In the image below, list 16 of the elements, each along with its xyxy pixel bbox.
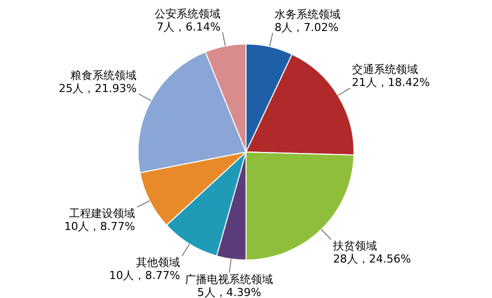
- slice-label: 公安系统领域: [154, 7, 221, 20]
- data-label: 10人，8.77%: [64, 220, 136, 234]
- slice-label: 扶贫领域: [332, 239, 378, 252]
- data-label: 10人，8.77%: [109, 268, 180, 282]
- data-label: 7人，6.14%: [156, 20, 221, 34]
- data-label: 28人，24.56%: [333, 252, 412, 266]
- slice-label: 工程建设领域: [69, 207, 136, 220]
- data-label: 25人，21.93%: [58, 82, 137, 95]
- slice-label: 水务系统领域: [274, 8, 341, 21]
- data-label: 5人，4.39%: [197, 286, 262, 298]
- slice-label: 粮食系统领域: [70, 68, 137, 82]
- data-label: 21人，18.42%: [352, 76, 430, 90]
- slice-label: 交通系统领域: [352, 63, 418, 76]
- slice-label: 广播电视系统领域: [185, 272, 274, 286]
- slice-label: 其他领域: [136, 256, 180, 269]
- data-label: 8人，7.02%: [274, 20, 339, 34]
